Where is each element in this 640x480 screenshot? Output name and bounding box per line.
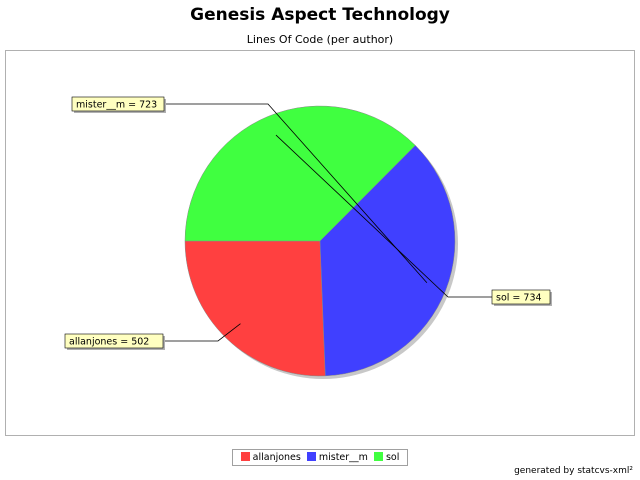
pie-slice-mister--m xyxy=(319,144,456,377)
label-box-sol xyxy=(491,289,551,305)
legend-swatch xyxy=(306,452,316,461)
legend-item-mister--m: mister__m xyxy=(306,452,368,463)
chart-subtitle: Lines Of Code (per author) xyxy=(246,33,394,46)
legend-label: allanjones xyxy=(252,452,301,463)
pie-slice-sol xyxy=(184,105,416,242)
legend-item-allanjones: allanjones xyxy=(240,452,301,463)
legend-swatch xyxy=(373,452,383,461)
legend-label: sol xyxy=(385,452,400,463)
slice-label-allanjones: allanjones = 502 xyxy=(69,337,149,348)
pie-slice-allanjones xyxy=(184,240,326,377)
legend-swatch xyxy=(240,452,250,461)
leader-line-allanjones xyxy=(163,323,241,342)
leader-line-mister--m xyxy=(164,103,428,283)
legend-label: mister__m xyxy=(318,452,368,463)
label-box-mister--m xyxy=(71,96,165,112)
footer-credit: generated by statcvs-xml² xyxy=(514,466,633,476)
leader-line-sol xyxy=(275,134,492,298)
legend-item-sol: sol xyxy=(373,452,400,463)
slice-label-mister--m: mister__m = 723 xyxy=(76,100,157,111)
slice-label-sol: sol = 734 xyxy=(496,293,542,304)
chart-title: Genesis Aspect Technology xyxy=(190,5,450,25)
label-box-allanjones xyxy=(64,333,164,349)
legend-box: allanjones mister__m sol xyxy=(231,449,409,466)
legend: allanjones mister__m sol xyxy=(0,445,640,466)
pie-chart: allanjones = 502 mister__m = 723 sol = 734 xyxy=(64,96,552,379)
